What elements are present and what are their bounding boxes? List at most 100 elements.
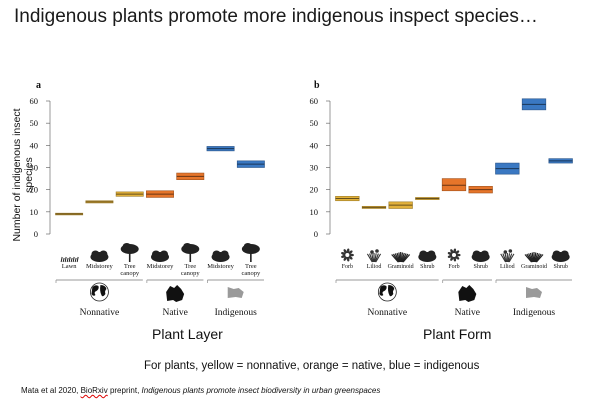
- y-tick-label: 10: [30, 207, 39, 217]
- graminoid-icon: [524, 252, 544, 263]
- category-label: Forb: [448, 264, 459, 270]
- shrub-foliage: [427, 250, 436, 258]
- grass-blade: [72, 256, 75, 263]
- tree-icon: [181, 243, 200, 262]
- shrub-icon: [471, 250, 490, 262]
- y-tick-label: 40: [310, 140, 319, 150]
- category-label-line: Graminoid: [521, 264, 547, 270]
- shrub-foliage: [552, 250, 561, 258]
- grass-blade: [64, 256, 67, 263]
- lilioid-leaf: [371, 253, 374, 263]
- shrub-foliage: [160, 250, 168, 258]
- graminoid-blade: [536, 254, 544, 263]
- category-label-line: canopy: [181, 270, 201, 277]
- victoria-map-icon: [526, 287, 542, 298]
- graminoid-blade: [534, 252, 539, 263]
- lilioid-icon: [366, 249, 382, 263]
- lilioid-leaf: [369, 253, 374, 263]
- shrub-icon: [151, 250, 169, 262]
- shrub-icon: [551, 250, 570, 262]
- forb-petal: [450, 249, 454, 254]
- group-label-native: Native: [162, 308, 187, 318]
- graminoid-blade: [401, 252, 405, 263]
- forb-petal: [343, 249, 348, 254]
- category-label: Tree canopy: [120, 263, 140, 277]
- lilioid-leaf: [504, 253, 508, 263]
- lilioid-icon: [500, 249, 515, 263]
- group-label-native: Native: [455, 308, 480, 318]
- lilioid-leaf: [508, 253, 515, 263]
- graminoid-blade: [531, 252, 535, 263]
- category-label-line: canopy: [120, 270, 140, 277]
- lilioid-flower: [503, 250, 508, 254]
- panel-label-a: a: [36, 80, 41, 91]
- shrub-foliage: [91, 250, 100, 258]
- graminoid-blade: [524, 254, 532, 263]
- forb-petal: [348, 255, 353, 260]
- grass-blade: [68, 256, 71, 263]
- category-label-line: Liliod: [367, 264, 382, 270]
- chart-caption-plant-layer: Plant Layer: [152, 326, 223, 342]
- y-tick-label: 10: [310, 207, 319, 217]
- continent-shape: [388, 285, 395, 297]
- citation: Mata et al 2020, BioRxiv preprint, Indig…: [21, 386, 380, 395]
- category-label: Midstorey: [86, 263, 113, 270]
- australia-shape: [166, 285, 185, 302]
- australia-map-icon: [458, 285, 477, 302]
- lilioid-flower: [375, 249, 379, 253]
- category-label-line: Tree: [124, 263, 136, 270]
- grass-blade: [76, 256, 79, 263]
- lilioid-leaf: [500, 253, 507, 263]
- graminoid-blade: [400, 252, 404, 263]
- graminoid-blade: [392, 253, 400, 263]
- category-label-line: Midstorey: [147, 263, 174, 270]
- y-axis-title-a: Number of indigenous insect species: [11, 108, 35, 242]
- y-tick-label: 60: [30, 96, 39, 106]
- lilioid-leaf: [507, 253, 511, 263]
- lilioid-leaf: [374, 253, 379, 263]
- graminoid-blade: [401, 253, 407, 263]
- bar-b-4: [441, 178, 467, 192]
- forb-center: [452, 253, 456, 257]
- citation-title: Indigenous plants promote insect biodive…: [141, 386, 381, 395]
- forb-petal: [348, 253, 354, 257]
- tree-trunk: [189, 253, 192, 262]
- category-label-line: Shrub: [553, 264, 567, 270]
- shrub-foliage: [472, 250, 481, 258]
- y-tick-label: 60: [310, 96, 319, 106]
- lilioid-leaf: [508, 253, 513, 263]
- graminoid-blade: [529, 252, 534, 263]
- forb-petal: [455, 253, 461, 257]
- victoria-map-icon: [227, 287, 244, 298]
- slide-title: Indigenous plants promote more indigenou…: [14, 6, 538, 27]
- category-label: Shrub: [473, 264, 487, 270]
- y-tick-label: 50: [310, 118, 319, 128]
- forb-petal: [447, 254, 453, 258]
- category-label: Shrub: [553, 264, 567, 270]
- group-label-indigenous: Indigenous: [513, 308, 556, 318]
- victoria-shape: [227, 287, 244, 298]
- color-legend-note: For plants, yellow = nonnative, orange =…: [144, 360, 480, 372]
- category-label-line: Tree: [245, 263, 257, 270]
- continent-shape: [379, 285, 387, 296]
- y-tick-label: 0: [34, 229, 38, 239]
- forb-petal: [346, 256, 350, 262]
- y-tick-label: 20: [310, 185, 319, 195]
- forb-icon: [447, 248, 461, 262]
- category-label: Midstorey: [207, 263, 234, 270]
- lilioid-flower: [508, 249, 513, 253]
- y-tick-label: 50: [30, 118, 39, 128]
- forb-icon: [341, 248, 354, 262]
- shrub-foliage: [419, 250, 428, 258]
- category-label-line: Midstorey: [86, 263, 113, 270]
- shrub-foliage: [212, 250, 221, 258]
- victoria-shape: [526, 287, 542, 298]
- category-label: Graminoid: [521, 264, 547, 270]
- forb-petal: [346, 248, 350, 254]
- y-tick-label: 30: [310, 163, 319, 173]
- australia-map-icon: [166, 285, 185, 302]
- grass-blade: [62, 257, 65, 263]
- tree-canopy: [243, 243, 252, 249]
- tree-canopy: [183, 243, 192, 249]
